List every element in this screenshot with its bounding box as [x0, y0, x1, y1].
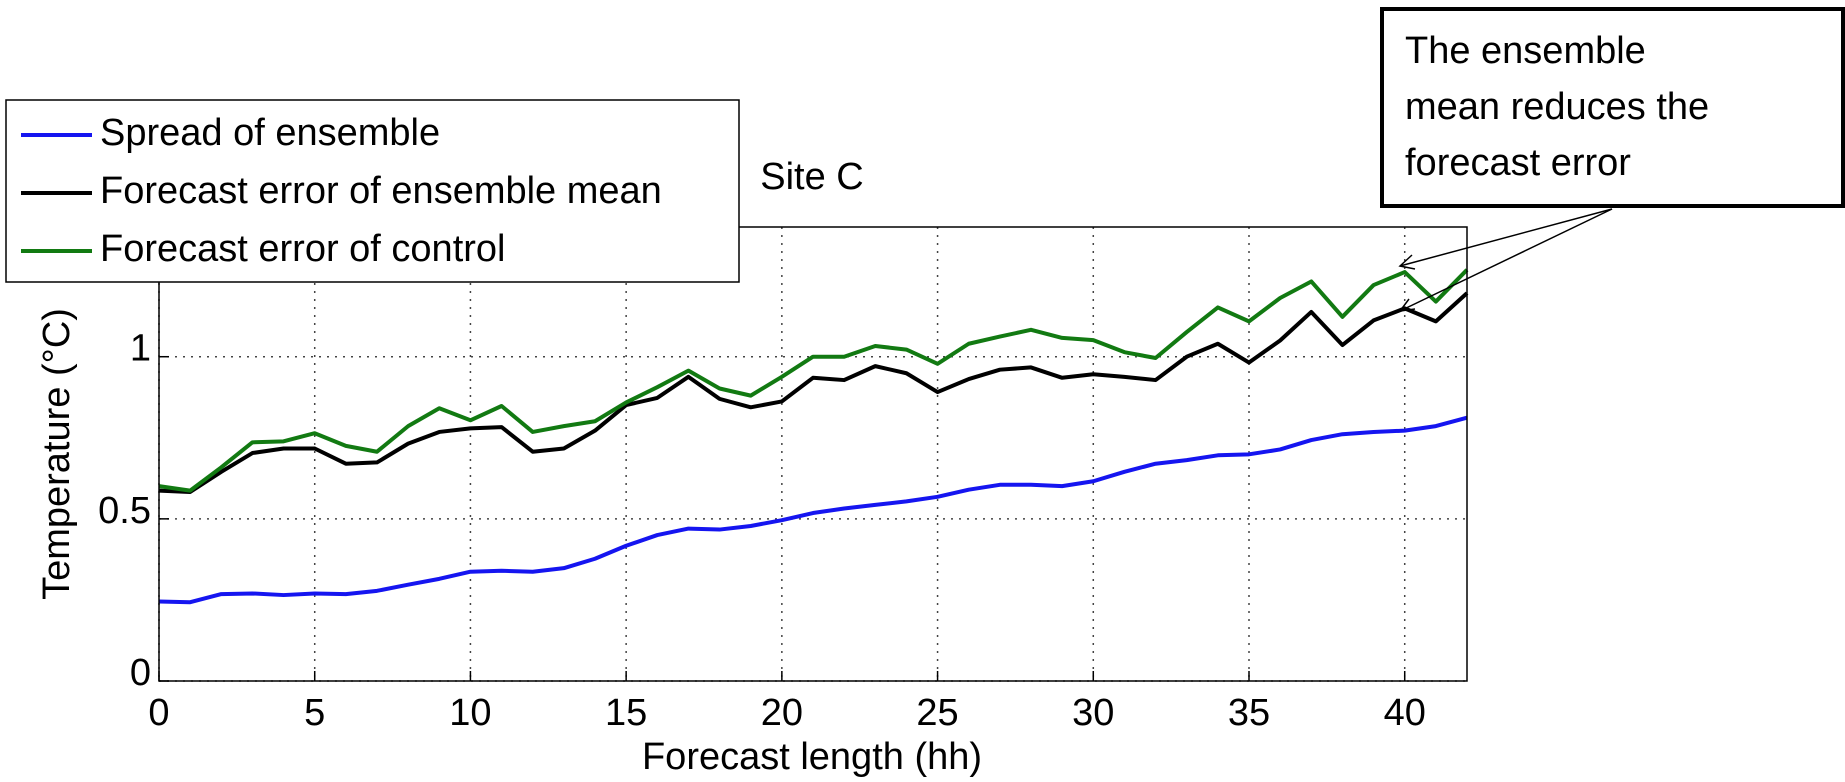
x-tick-label: 25 — [916, 692, 958, 734]
annotation-line: The ensemble — [1405, 30, 1646, 72]
series-line — [158, 268, 1469, 493]
annotation-line: mean reduces the — [1405, 86, 1709, 128]
y-tick-label: 0 — [130, 652, 151, 694]
y-axis-label: Temperature (°C) — [36, 308, 78, 600]
x-tick-label: 15 — [605, 692, 647, 734]
series-line — [158, 291, 1469, 494]
legend-label: Spread of ensemble — [100, 112, 440, 154]
annotation-line: forecast error — [1405, 142, 1631, 184]
plot-frame — [158, 226, 1468, 682]
x-tick-label: 30 — [1072, 692, 1114, 734]
x-tick-label: 10 — [449, 692, 491, 734]
y-tick-label: 1 — [130, 328, 151, 370]
plot-background — [159, 227, 1467, 681]
chart-title: Site C — [760, 156, 863, 198]
x-tick-label: 0 — [148, 692, 169, 734]
y-tick-label: 0.5 — [98, 490, 151, 532]
legend-box — [5, 99, 740, 283]
plot-area: 0 5 10 15 20 25 30 35 40 0 0.5 1 — [98, 226, 1469, 734]
annotation-box — [1380, 7, 1845, 208]
series-line — [158, 415, 1468, 605]
x-tick-label: 5 — [304, 692, 325, 734]
x-tick-label: 35 — [1228, 692, 1270, 734]
x-tick-label: 20 — [761, 692, 803, 734]
legend-label: Forecast error of ensemble mean — [100, 170, 662, 212]
x-axis-label: Forecast length (hh) — [642, 736, 982, 778]
x-tick-label: 40 — [1384, 692, 1426, 734]
annotation-arrows — [1398, 208, 1613, 312]
legend-label: Forecast error of control — [100, 228, 505, 270]
